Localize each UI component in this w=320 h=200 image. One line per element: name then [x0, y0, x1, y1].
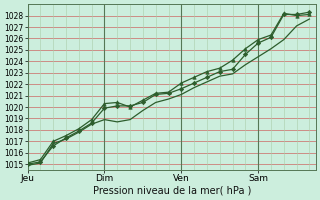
X-axis label: Pression niveau de la mer( hPa ): Pression niveau de la mer( hPa ) — [92, 186, 251, 196]
